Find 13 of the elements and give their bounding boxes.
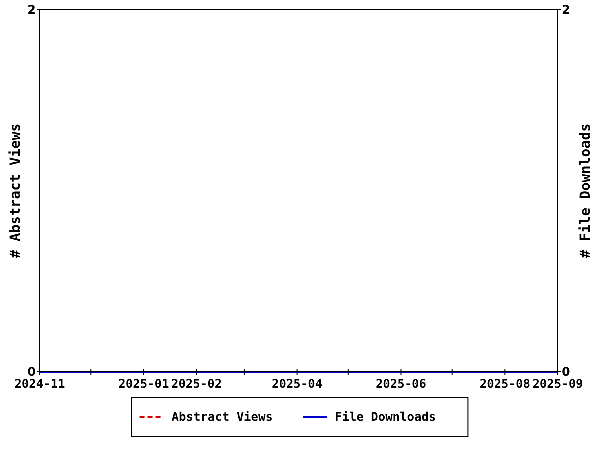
x-tick-label: 2025-08 — [480, 377, 530, 391]
x-tick-label: 2025-09 — [532, 377, 584, 391]
x-tick-label: 2025-02 — [171, 377, 222, 391]
x-tick-label: 2025-01 — [118, 377, 170, 391]
y2-axis-title: # File Downloads — [578, 124, 594, 258]
y2-tick-label: 0 — [562, 365, 570, 379]
y2-tick-label: 2 — [562, 3, 570, 17]
legend-label: File Downloads — [335, 410, 436, 424]
y-axis-title: # Abstract Views — [8, 124, 24, 258]
x-tick-label: 2024-11 — [14, 377, 66, 391]
x-tick-label: 2025-04 — [272, 377, 323, 391]
x-tick-label: 2025-06 — [376, 377, 427, 391]
legend-label: Abstract Views — [172, 410, 273, 424]
